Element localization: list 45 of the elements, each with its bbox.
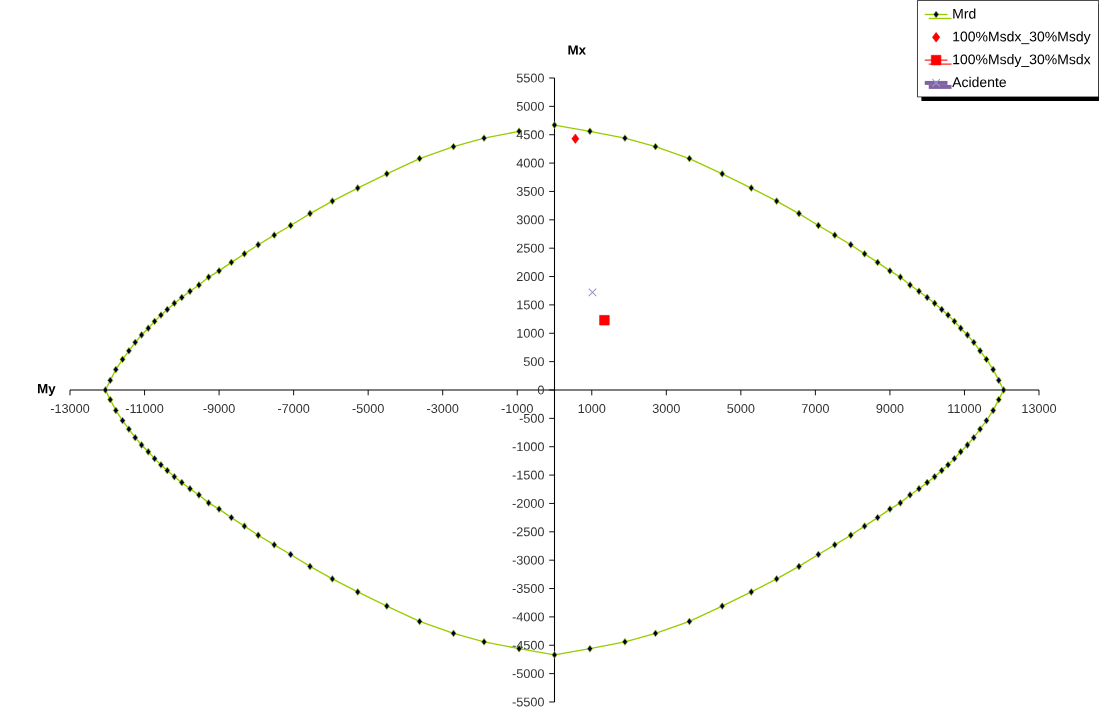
y-tick-label: -4500 bbox=[512, 640, 544, 650]
y-tick-label: -5000 bbox=[512, 669, 544, 679]
y-tick-label: -500 bbox=[519, 413, 544, 423]
legend-label: 100%Msdy_30%Msdx bbox=[953, 54, 1091, 68]
y-tick-label: 500 bbox=[523, 357, 544, 367]
y-tick-label: 4000 bbox=[516, 158, 544, 168]
x-tick-label: 13000 bbox=[1022, 404, 1057, 414]
legend-label: Mrd bbox=[953, 8, 976, 19]
y-tick-label: 3500 bbox=[516, 186, 544, 196]
x-tick-label: -9000 bbox=[203, 404, 235, 414]
y-tick-label: -4000 bbox=[512, 612, 544, 622]
x-tick-label: 11000 bbox=[948, 404, 982, 414]
y-tick-label: -3000 bbox=[512, 555, 544, 565]
y-tick-label: 2000 bbox=[516, 272, 544, 282]
x-tick-label: -11000 bbox=[125, 404, 164, 414]
y-tick-label: -1000 bbox=[512, 442, 544, 452]
x-tick-label: -13000 bbox=[50, 404, 90, 414]
y-tick-label: -2000 bbox=[512, 498, 544, 508]
x-tick-label: -5000 bbox=[352, 404, 384, 414]
x-tick-label: 3000 bbox=[652, 404, 680, 414]
x-tick-label: 7000 bbox=[801, 404, 829, 414]
y-tick-label: -1500 bbox=[512, 470, 544, 480]
legend-label: Acidente bbox=[952, 76, 1007, 88]
y-tick-label: 1000 bbox=[517, 328, 544, 338]
x-tick-label: 9000 bbox=[876, 404, 904, 414]
x-axis-title: My bbox=[37, 384, 56, 396]
y-tick-label: 1500 bbox=[517, 300, 544, 310]
x-tick-label: 1000 bbox=[578, 404, 606, 414]
y-axis-title: Mx bbox=[568, 45, 586, 55]
y-tick-label: 5500 bbox=[516, 73, 544, 83]
y-tick-label: 5000 bbox=[516, 101, 544, 111]
y-tick-label: -3500 bbox=[512, 584, 544, 594]
y-tick-label: 4500 bbox=[516, 130, 544, 140]
y-tick-label: 3000 bbox=[516, 215, 544, 225]
x-tick-label: -1000 bbox=[501, 404, 533, 414]
y-tick-label: -5500 bbox=[512, 697, 544, 707]
x-tick-label: 5000 bbox=[727, 404, 755, 414]
point bbox=[599, 315, 610, 326]
point bbox=[588, 288, 597, 297]
x-tick-label: -7000 bbox=[277, 404, 310, 414]
point bbox=[571, 133, 580, 144]
y-tick-label: 2500 bbox=[516, 243, 544, 253]
y-tick-label: -2500 bbox=[512, 527, 544, 537]
legend-label: 100%Msdx_30%Msdy bbox=[953, 31, 1091, 45]
x-tick-label: -3000 bbox=[427, 404, 459, 414]
